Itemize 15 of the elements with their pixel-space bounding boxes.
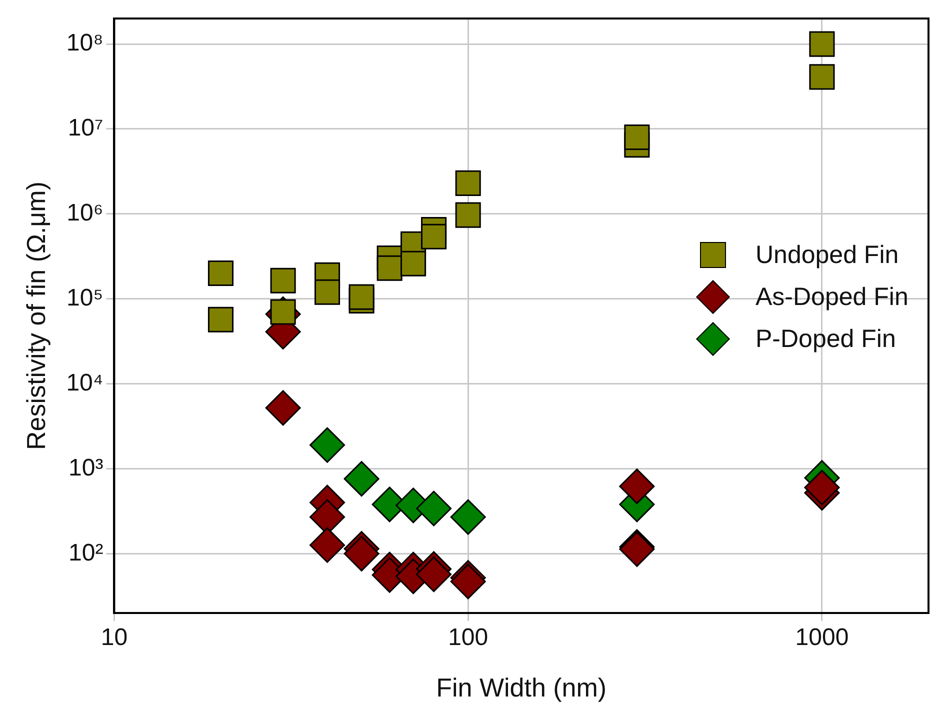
x-tick-label: 10 (100, 624, 128, 652)
x-tick-label: 100 (448, 624, 488, 652)
y-tick-label: 10³ (68, 454, 104, 482)
legend-label: P-Doped Fin (756, 324, 896, 354)
x-axis-title: Fin Width (nm) (436, 672, 607, 703)
y-tick-label: 10⁵ (66, 284, 104, 312)
y-tick-label: 10⁶ (66, 200, 104, 227)
y-axis-title: Resistivity of fin (Ω.μm) (20, 182, 51, 450)
y-tick-label: 10² (68, 539, 104, 566)
y-tick-label: 10⁷ (68, 114, 104, 142)
y-tick-label: 10⁴ (66, 369, 104, 396)
x-tick-label: 1000 (795, 624, 849, 652)
y-tick-label: 10⁸ (66, 30, 104, 57)
legend-label: Undoped Fin (756, 240, 899, 270)
legend-label: As-Doped Fin (756, 282, 908, 312)
